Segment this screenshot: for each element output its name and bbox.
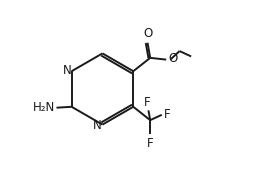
Text: N: N [62,64,71,77]
Text: H₂N: H₂N [33,101,56,114]
Text: O: O [168,52,178,66]
Text: O: O [143,27,152,40]
Text: F: F [144,96,151,109]
Text: F: F [164,108,170,121]
Text: N: N [93,119,102,132]
Text: F: F [147,137,154,150]
